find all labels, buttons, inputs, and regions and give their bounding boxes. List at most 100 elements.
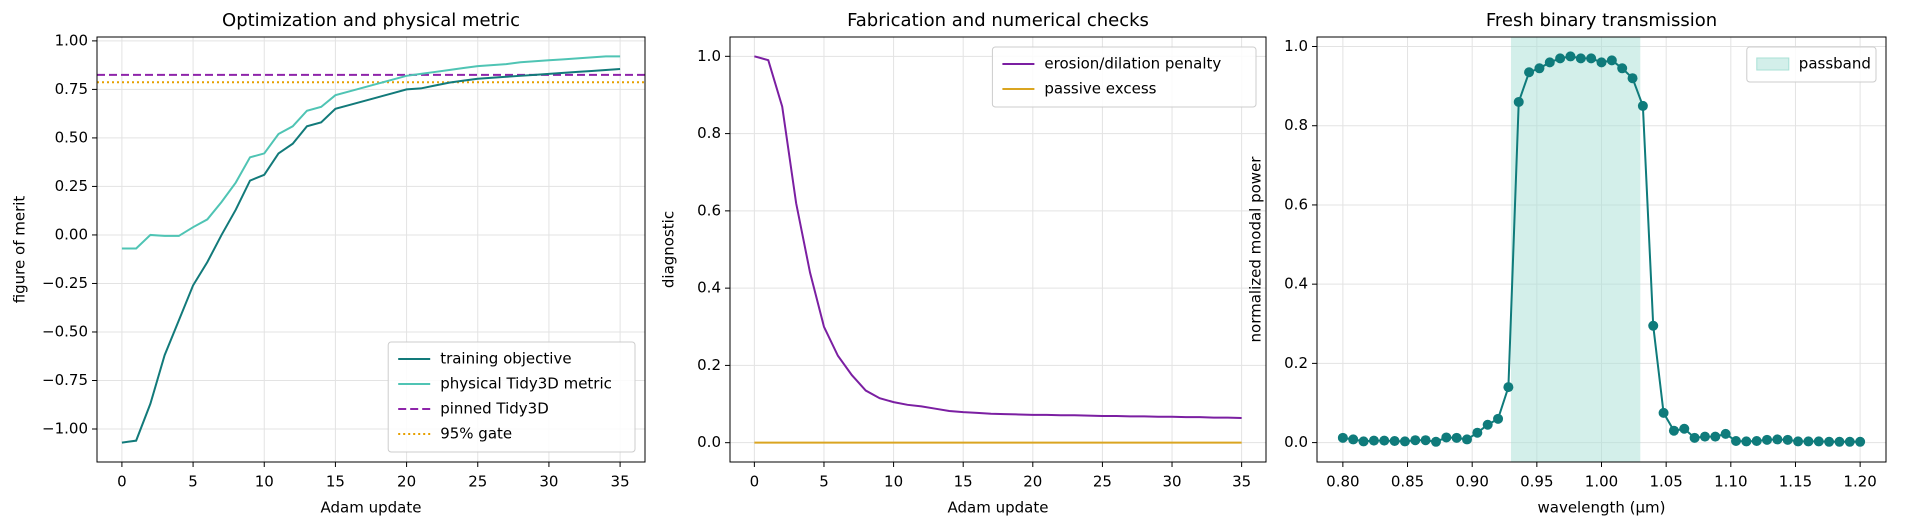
data-point: [1668, 425, 1679, 436]
x-tick-label: 1.00: [1585, 473, 1618, 491]
data-point: [1730, 436, 1741, 447]
plot-frame: [1316, 36, 1887, 463]
chart-title: Fresh binary transmission: [1486, 10, 1717, 31]
x-tick-label: 15: [954, 473, 973, 491]
data-point: [1472, 427, 1483, 438]
data-point: [1824, 436, 1835, 447]
data-point: [1689, 432, 1700, 443]
data-point: [1420, 435, 1431, 446]
data-point: [1679, 423, 1690, 434]
x-tick-label: 0.90: [1455, 473, 1488, 491]
y-tick-label: 0.8: [1284, 116, 1308, 134]
panel: Fresh binary transmission wavelength (μm)…: [1247, 10, 1887, 517]
data-point: [1637, 100, 1648, 111]
data-point: [1503, 382, 1514, 393]
y-tick-label: 0.50: [55, 128, 88, 146]
data-point: [1741, 436, 1752, 447]
x-tick-label: 5: [188, 473, 198, 491]
x-tick-label: 0: [750, 473, 760, 491]
y-axis-label: figure of merit: [11, 196, 29, 304]
chart-title: Fabrication and numerical checks: [847, 10, 1149, 31]
data-point: [1834, 436, 1845, 447]
y-tick-label: 0.75: [55, 80, 88, 98]
x-tick-label: 1.10: [1714, 473, 1747, 491]
data-point: [1596, 57, 1607, 68]
y-tick-label: 0.0: [1284, 433, 1308, 451]
data-point: [1586, 53, 1597, 64]
legend-box: [1746, 46, 1877, 83]
legend-label: pinned Tidy3D: [440, 400, 549, 418]
data-point: [1337, 432, 1348, 443]
data-point: [1606, 55, 1617, 66]
x-tick-label: 15: [326, 473, 345, 491]
y-tick-label: 0.2: [697, 356, 721, 374]
data-point: [1462, 434, 1473, 445]
legend-box: [387, 341, 636, 453]
data-point: [1720, 428, 1731, 439]
data-point: [1855, 436, 1866, 447]
y-tick-label: 0.25: [55, 177, 88, 195]
data-point: [1803, 436, 1814, 447]
x-tick-label: 1.15: [1779, 473, 1812, 491]
data-point: [1658, 407, 1669, 418]
data-point: [1617, 63, 1628, 74]
x-tick-label: 25: [468, 473, 487, 491]
data-point: [1555, 53, 1566, 64]
y-tick-label: −0.50: [42, 322, 88, 340]
y-tick-label: 0.2: [1284, 354, 1308, 372]
series-line: [754, 55, 1242, 419]
data-point: [1524, 67, 1535, 78]
y-tick-label: −0.25: [42, 274, 88, 292]
plot-frame: [729, 36, 1267, 463]
data-point: [1482, 419, 1493, 430]
y-tick-label: 0.6: [1284, 195, 1308, 213]
plot-frame: [96, 36, 646, 463]
data-point: [1699, 431, 1710, 442]
data-point: [1348, 434, 1359, 445]
legend: erosion/dilation penalty passive excess: [991, 46, 1257, 108]
legend-label: erosion/dilation penalty: [1044, 55, 1221, 73]
x-tick-label: 5: [819, 473, 829, 491]
data-point: [1772, 434, 1783, 445]
data-point: [1389, 436, 1400, 447]
data-point: [1793, 436, 1804, 447]
data-point: [1762, 434, 1773, 445]
panel: Fabrication and numerical checks Adam upd…: [660, 10, 1267, 517]
data-point: [1534, 63, 1545, 74]
legend-label: 95% gate: [440, 425, 512, 443]
x-tick-label: 0.95: [1520, 473, 1553, 491]
y-tick-label: 1.0: [697, 47, 721, 65]
x-tick-label: 35: [1232, 473, 1251, 491]
data-point: [1358, 436, 1369, 447]
data-point: [1513, 96, 1524, 107]
data-point: [1451, 432, 1462, 443]
x-tick-label: 30: [1162, 473, 1181, 491]
legend-box: [991, 46, 1257, 108]
legend-label: passive excess: [1044, 80, 1156, 98]
data-point: [1544, 57, 1555, 68]
legend: passband: [1746, 46, 1877, 83]
y-axis-label: normalized modal power: [1247, 156, 1265, 343]
y-tick-label: 0.8: [697, 124, 721, 142]
data-point: [1493, 413, 1504, 424]
series-line: [121, 55, 621, 250]
x-tick-label: 10: [255, 473, 274, 491]
x-tick-label: 0.85: [1391, 473, 1424, 491]
x-tick-label: 20: [397, 473, 416, 491]
data-point: [1430, 436, 1441, 447]
y-axis-label: diagnostic: [660, 211, 678, 288]
y-tick-label: 1.00: [55, 31, 88, 49]
data-point: [1782, 434, 1793, 445]
legend: training objective physical Tidy3D metric…: [387, 341, 636, 453]
x-axis-label: Adam update: [321, 499, 422, 517]
legend-label: passband: [1799, 55, 1871, 73]
legend-label: training objective: [440, 350, 571, 368]
y-tick-label: −0.75: [42, 371, 88, 389]
panel: Optimization and physical metric Adam upd…: [11, 10, 646, 517]
data-point: [1813, 436, 1824, 447]
x-tick-label: 20: [1023, 473, 1042, 491]
data-point: [1648, 320, 1659, 331]
x-tick-label: 1.20: [1843, 473, 1876, 491]
y-tick-label: 0.4: [697, 279, 721, 297]
